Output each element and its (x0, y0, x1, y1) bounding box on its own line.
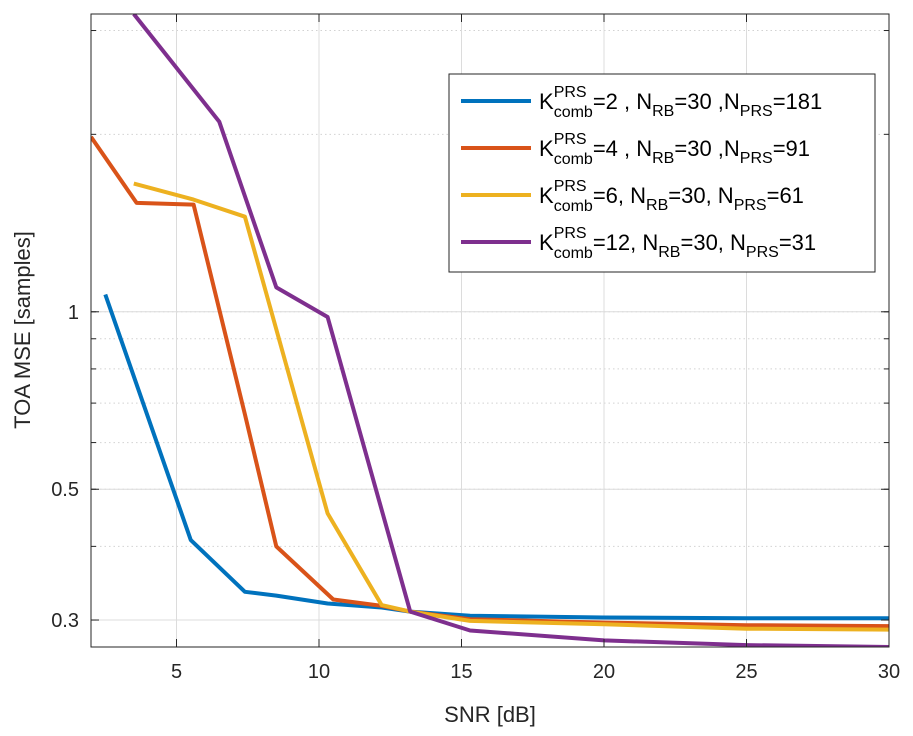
legend-label-1: KPRS comb=2 , NRB=30 ,NPRS=181 (539, 84, 822, 121)
legend-label-4: KPRS comb=12, NRB=30, NPRS=31 (539, 225, 816, 262)
x-tick-label: 25 (735, 661, 757, 683)
legend-label-3: KPRS comb=6, NRB=30, NPRS=61 (539, 178, 804, 215)
series-layer (91, 14, 889, 647)
ticks (91, 14, 890, 647)
y-tick-label: 0.5 (51, 479, 79, 501)
y-tick-label: 0.3 (51, 610, 79, 632)
legend-box (448, 73, 876, 273)
x-tick-label: 5 (171, 661, 182, 683)
plot-frame (90, 13, 890, 648)
y-tick-label: 1 (68, 302, 79, 324)
tick-labels: 5 10 15 20 25 30 0.3 0.5 1 (51, 302, 900, 683)
x-axis-label: SNR [dB] (444, 702, 536, 727)
x-tick-label: 20 (593, 661, 615, 683)
legend-label-2: KPRS comb=4 , NRB=30 ,NPRS=91 (539, 131, 810, 168)
series-line-3 (133, 181, 889, 632)
legend: KPRS comb=2 , NRB=30 ,NPRS=181 KPRS comb=4 … (448, 73, 876, 273)
y-axis-label: TOA MSE [samples] (10, 231, 35, 429)
x-tick-label: 10 (308, 661, 330, 683)
series-line-4 (132, 14, 889, 647)
x-tick-label: 15 (450, 661, 472, 683)
x-tick-label: 30 (878, 661, 900, 683)
